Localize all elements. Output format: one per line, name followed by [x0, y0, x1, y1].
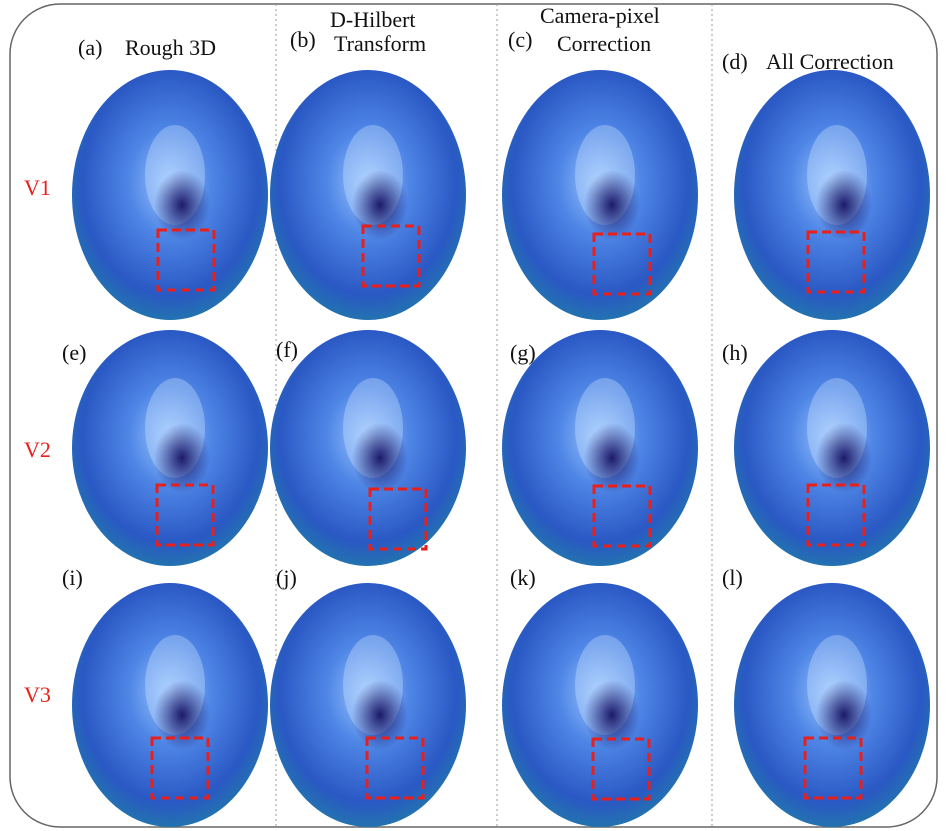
- page: {"columns": [ {"panel": "(a)", "title": …: [0, 0, 947, 831]
- panel-label: (d): [722, 49, 748, 74]
- row-label: V2: [24, 437, 51, 462]
- panel-label: (i): [62, 565, 83, 590]
- panel-label: (h): [722, 340, 748, 365]
- panel-label: (g): [510, 340, 536, 365]
- mouth-shadow: [816, 423, 872, 493]
- faces: [72, 70, 930, 827]
- column-title: Transform: [334, 31, 426, 56]
- row-label: V3: [24, 682, 51, 707]
- column-title: Camera-pixel: [540, 3, 660, 28]
- mouth-shadow: [584, 170, 640, 240]
- mouth-shadow: [816, 170, 872, 240]
- panel-label: (k): [510, 565, 536, 590]
- panel-label: (e): [62, 340, 86, 365]
- figure: (a) Rough 3D (b) D-Hilbert Transform (c)…: [0, 0, 947, 831]
- mouth-shadow: [352, 423, 408, 493]
- panel-label: (f): [276, 337, 298, 362]
- column-title: D-Hilbert: [330, 7, 416, 32]
- row-label: V1: [24, 175, 51, 200]
- mouth-shadow: [584, 423, 640, 493]
- panel-label: (b): [290, 27, 316, 52]
- panel-label: (c): [508, 27, 532, 52]
- mouth-shadow: [352, 170, 408, 240]
- panel-label: (j): [276, 565, 297, 590]
- column-title: All Correction: [766, 49, 894, 74]
- column-title: Correction: [557, 31, 651, 56]
- column-title: Rough 3D: [125, 35, 216, 60]
- panel-label: (l): [722, 565, 743, 590]
- panel-label: (a): [78, 35, 102, 60]
- mouth-shadow: [154, 423, 210, 493]
